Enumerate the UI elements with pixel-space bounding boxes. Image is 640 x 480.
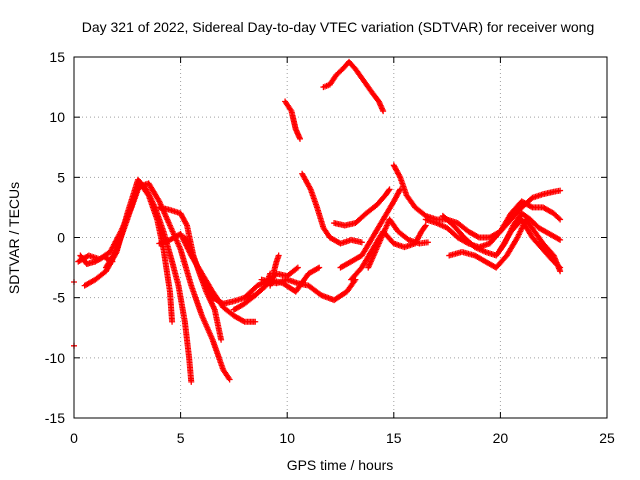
data-point [296,135,303,142]
data-point [294,264,301,271]
x-tick-label: 5 [177,430,185,446]
data-point [396,187,403,194]
data-point [555,236,562,243]
data-point [183,221,190,228]
data-series [71,58,564,385]
data-point [226,376,233,383]
y-tick-label: 10 [49,109,65,125]
data-point [252,318,259,325]
y-tick-label: -5 [53,290,66,306]
y-axis-label: SDTVAR / TECUs [6,182,22,294]
data-point [188,378,195,385]
data-point [109,258,116,265]
data-point [528,203,535,210]
data-point [555,215,562,222]
series-track-6 [181,234,225,343]
series-track-17 [365,216,431,271]
chart-title: Day 321 of 2022, Sidereal Day-to-day VTE… [82,19,595,35]
data-point [385,187,392,194]
data-point [555,263,562,270]
x-tick-label: 0 [70,430,78,446]
series-track-23 [77,252,116,267]
data-point [386,186,393,193]
series-track-12 [299,170,365,247]
data-point [474,233,481,240]
axis-ticks: 0 5 10 15 20 25 -15 -10 -5 0 5 10 15 [45,49,615,446]
data-point [421,223,428,230]
data-point [358,239,365,246]
data-point [314,265,321,272]
series-track-14 [331,186,393,229]
data-point [275,252,282,259]
series-track-2 [81,176,195,385]
data-point [557,264,564,271]
y-tick-label: 0 [57,230,65,246]
data-point [218,336,225,343]
series-track-15 [337,186,404,271]
series-track-10 [267,252,282,289]
series-track-16 [348,222,429,283]
data-point [557,236,564,243]
y-tick-label: 15 [49,49,65,65]
series-track-13 [320,58,387,115]
data-point [240,317,247,324]
data-point [169,318,176,325]
y-tick-label: 5 [57,169,65,185]
x-tick-label: 20 [493,430,509,446]
data-point [557,187,564,194]
data-point [293,265,300,272]
y-tick-label: -10 [45,350,65,366]
x-tick-label: 15 [386,430,402,446]
data-point [316,264,323,271]
x-tick-label: 25 [599,430,615,446]
x-axis-label: GPS time / hours [287,457,394,473]
data-point [424,239,431,246]
x-tick-label: 10 [279,430,295,446]
data-point [396,172,403,179]
series-track-22 [497,216,564,271]
data-point [557,216,564,223]
series-track-11 [282,98,303,142]
grid-lines [74,57,607,418]
data-point [380,108,387,115]
plot-frame [73,56,608,419]
data-point [422,222,429,229]
y-tick-label: -15 [45,410,65,426]
